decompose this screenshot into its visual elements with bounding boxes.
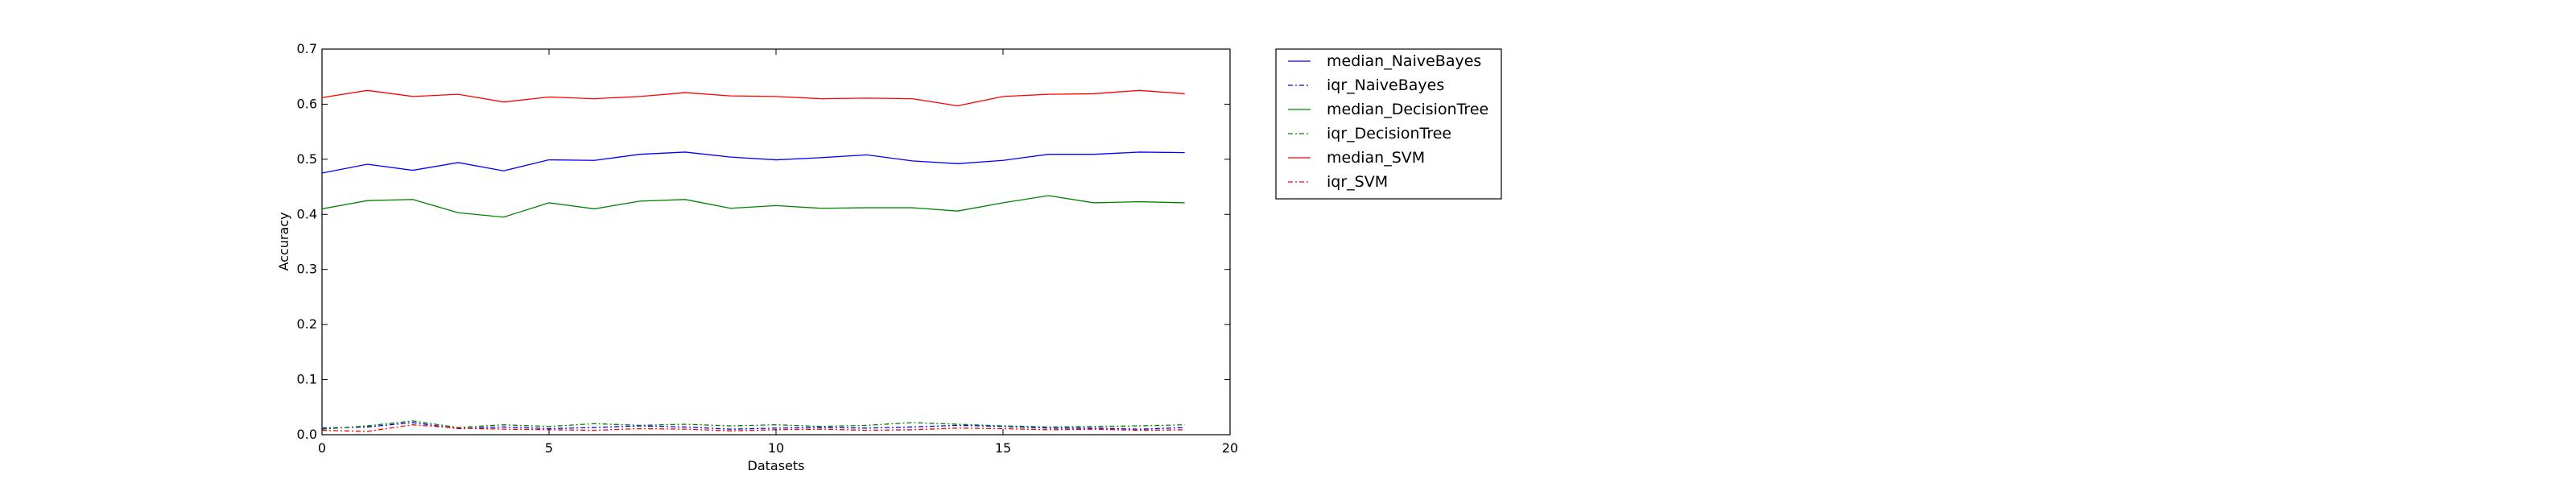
legend: median_NaiveBayes iqr_NaiveBayes median_De… xyxy=(1275,48,1502,200)
ticks-layer: 0 5 10 15 20 0.0 0.1 0.2 0.3 0.4 0.5 0.6 0.7 xyxy=(297,41,1239,456)
series-line-median_DecisionTree xyxy=(321,195,1185,218)
y-tick-label: 0.1 xyxy=(297,372,317,387)
plot-frame xyxy=(321,48,1231,436)
series-line-iqr_SVM xyxy=(321,424,1185,432)
legend-label-iqr_DecisionTree: iqr_DecisionTree xyxy=(1327,125,1451,142)
x-tick-label: 20 xyxy=(1222,440,1238,456)
legend-items: median_NaiveBayes iqr_NaiveBayes median_De… xyxy=(1288,52,1488,191)
x-tick-label: 10 xyxy=(768,440,784,456)
legend-frame xyxy=(1275,48,1502,200)
series-line-median_NaiveBayes xyxy=(321,151,1185,174)
y-tick-label: 0.6 xyxy=(297,96,317,111)
series-line-iqr_NaiveBayes xyxy=(321,422,1185,430)
y-tick-label: 0.5 xyxy=(297,151,317,167)
y-axis-label: Accuracy xyxy=(276,212,291,270)
x-tick-label: 15 xyxy=(995,440,1011,456)
legend-label-iqr_NaiveBayes: iqr_NaiveBayes xyxy=(1327,76,1444,94)
legend-label-iqr_SVM: iqr_SVM xyxy=(1327,173,1388,191)
y-tick-label: 0.2 xyxy=(297,316,317,332)
legend-label-median_SVM: median_SVM xyxy=(1327,149,1425,167)
plot-area: 0 5 10 15 20 0.0 0.1 0.2 0.3 0.4 0.5 0.6 0.7 xyxy=(297,41,1239,456)
series-line-median_SVM xyxy=(321,89,1185,107)
y-tick-label: 0.7 xyxy=(297,41,317,56)
series-line-iqr_DecisionTree xyxy=(321,420,1185,430)
series-layer xyxy=(321,89,1185,432)
x-axis-label: Datasets xyxy=(748,458,805,473)
legend-label-median_DecisionTree: median_DecisionTree xyxy=(1327,101,1488,118)
y-tick-label: 0.3 xyxy=(297,262,317,277)
y-tick-label: 0.0 xyxy=(297,427,317,442)
x-tick-label: 0 xyxy=(318,440,326,456)
legend-label-median_NaiveBayes: median_NaiveBayes xyxy=(1327,52,1481,70)
x-tick-label: 5 xyxy=(545,440,553,456)
y-tick-label: 0.4 xyxy=(297,206,317,221)
